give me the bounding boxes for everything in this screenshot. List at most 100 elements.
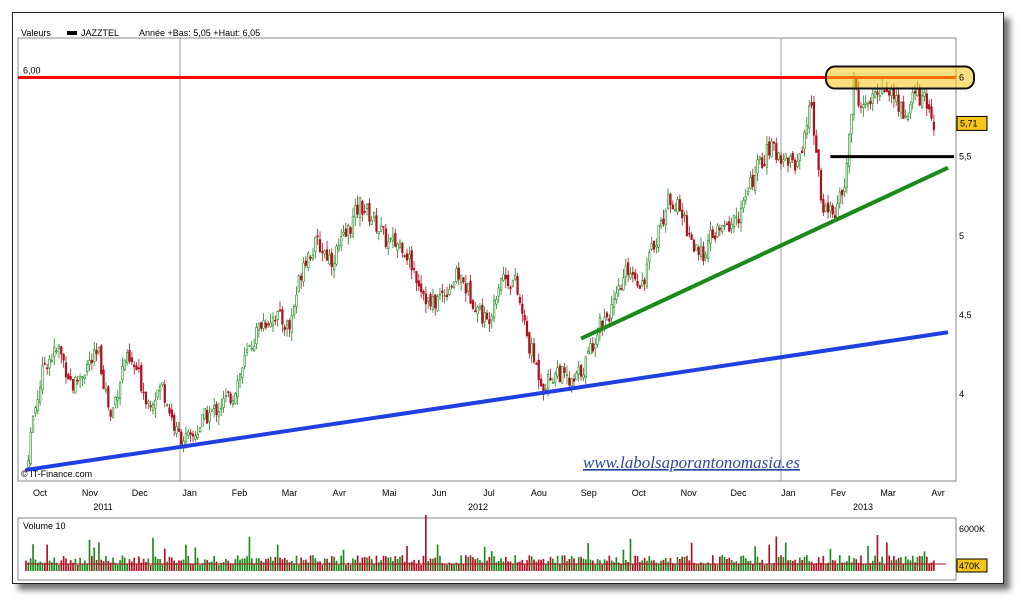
volume-bar — [436, 544, 439, 571]
volume-bar — [596, 559, 599, 571]
y-axis-ticks: 6 5,5 5 4,5 4 — [959, 73, 972, 399]
candle-body — [699, 245, 703, 257]
candle-body — [126, 352, 129, 363]
volume-bar — [152, 537, 154, 571]
candle-body — [361, 201, 364, 215]
volume-bar — [502, 561, 505, 571]
candle-body — [669, 194, 672, 205]
candle-body — [354, 205, 357, 218]
candle-body — [817, 149, 820, 171]
volume-bar — [662, 559, 665, 571]
volume-bar — [907, 559, 909, 571]
volume-bar — [526, 560, 528, 571]
volume-bar — [58, 564, 60, 571]
volume-bar — [462, 563, 465, 571]
candle-body — [728, 221, 731, 232]
candle-body — [149, 405, 152, 408]
volume-bar — [432, 558, 434, 571]
candle-body — [340, 236, 343, 247]
candle-body — [295, 294, 298, 307]
candle-body — [892, 89, 896, 100]
volume-bar — [189, 563, 192, 571]
volume-bar — [142, 558, 145, 571]
volume-bar — [314, 558, 317, 571]
volume-bar — [72, 562, 74, 571]
candle-body — [175, 426, 178, 434]
volume-bar — [76, 564, 79, 571]
volume-bar — [773, 563, 775, 571]
candle-body — [217, 411, 220, 417]
volume-bar — [335, 560, 338, 571]
candle-body — [347, 225, 350, 236]
volume-bar — [575, 563, 578, 571]
candle-body — [97, 346, 101, 353]
volume-bar — [751, 563, 754, 571]
volume-bar — [730, 559, 733, 571]
candle-body — [490, 315, 493, 321]
candle-body — [83, 374, 86, 379]
volume-bar — [716, 564, 719, 571]
volume-bar — [41, 562, 44, 571]
volume-bar — [88, 539, 91, 571]
volume-bar — [702, 563, 705, 571]
volume-bar — [486, 560, 488, 571]
volume-bar — [302, 560, 305, 571]
candle-body — [281, 309, 284, 325]
volume-bar — [592, 560, 594, 571]
candle-body — [403, 255, 406, 257]
volume-bar — [622, 549, 625, 571]
candle-body — [838, 191, 841, 204]
chart-frame: Valeurs JAZZTEL Année +Bas: 5,05 +Haut: … — [12, 12, 1004, 584]
volume-bar — [810, 561, 813, 571]
volume-bar — [119, 560, 121, 571]
candle-body — [328, 254, 331, 265]
candle-body — [321, 251, 324, 253]
volume-bar — [267, 558, 270, 571]
candle-body — [815, 135, 818, 153]
candle-body — [48, 358, 51, 369]
candle-body — [648, 252, 651, 262]
volume-bar — [589, 559, 592, 571]
volume-max-label: 6000K — [959, 524, 985, 534]
volume-bar — [481, 562, 484, 571]
volume-bar — [490, 551, 493, 571]
volume-bar — [610, 560, 613, 571]
candle-body — [271, 317, 275, 327]
volume-bar — [890, 560, 893, 571]
volume-bar — [824, 563, 827, 571]
volume-bar — [178, 560, 180, 571]
x-month-label: Mar — [282, 488, 298, 498]
volume-bar — [629, 538, 632, 571]
volume-bar — [624, 559, 627, 571]
volume-bar — [801, 560, 803, 571]
candle-body — [683, 214, 686, 217]
candle-body — [229, 393, 232, 404]
candle-body — [60, 346, 63, 355]
candle-body — [448, 289, 451, 295]
volume-bar — [185, 544, 187, 571]
volume-bar — [650, 560, 653, 571]
volume-bar — [239, 559, 241, 571]
volume-bar — [382, 555, 385, 571]
candle-body — [464, 283, 467, 294]
candle-body — [610, 304, 613, 319]
candle-body — [222, 398, 225, 408]
volume-bar — [667, 561, 669, 571]
candle-body — [596, 334, 599, 345]
volume-bar — [342, 549, 345, 571]
candle-body — [471, 300, 475, 309]
candle-body — [88, 359, 91, 366]
volume-bar — [528, 555, 531, 571]
volume-bar — [465, 555, 467, 571]
candle-body — [452, 281, 456, 288]
volume-bar — [51, 562, 53, 571]
volume-bar — [149, 564, 152, 571]
candle-body — [690, 234, 693, 240]
volume-bar — [857, 562, 860, 571]
volume-bar — [248, 536, 251, 571]
watermark-link[interactable]: www.labolsaporantonomasia.es — [583, 453, 800, 472]
candle-body — [709, 230, 712, 244]
candle-body — [382, 225, 385, 228]
volume-bar — [187, 555, 190, 571]
candle-body — [342, 232, 345, 235]
